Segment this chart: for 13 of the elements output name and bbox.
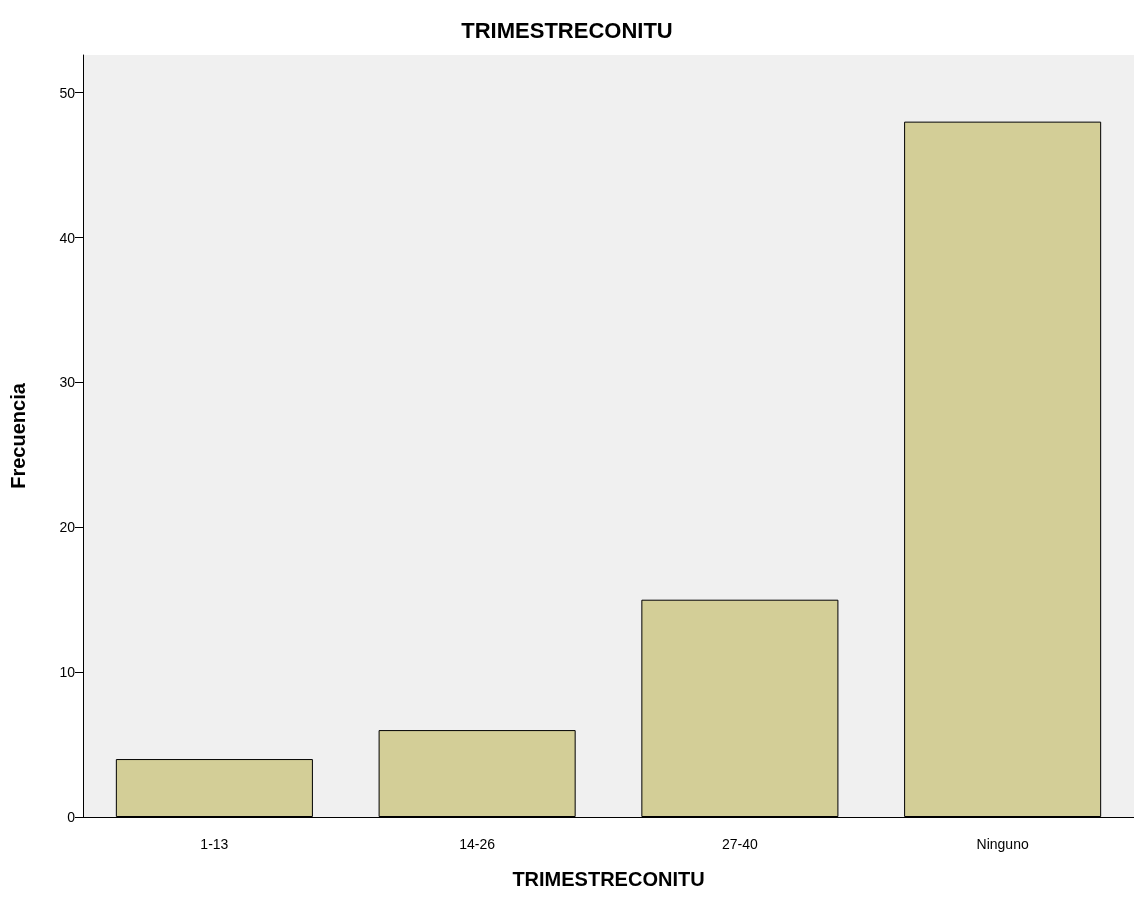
x-tick-label: 1-13 — [200, 836, 229, 852]
y-tick-label: 10 — [59, 664, 76, 681]
y-tick-label: 0 — [67, 809, 76, 825]
y-tick-label: 50 — [59, 84, 76, 101]
chart-title: TRIMESTRECONITU — [461, 17, 673, 43]
y-axis-title: Frecuencia — [7, 382, 29, 489]
y-tick-label: 40 — [59, 229, 76, 246]
y-tick-label: 30 — [59, 374, 76, 391]
x-tick-label: 27-40 — [721, 836, 758, 852]
y-tick-label: 20 — [59, 519, 76, 536]
x-tick-label: Ninguno — [976, 836, 1029, 852]
x-tick-label: 14-26 — [459, 836, 496, 852]
x-axis-title: TRIMESTRECONITU — [512, 868, 705, 890]
